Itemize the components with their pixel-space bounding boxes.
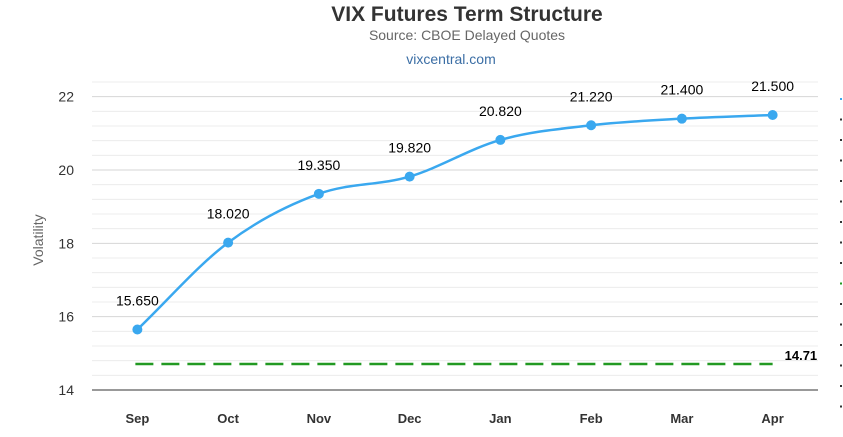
data-label: 21.500 [751,78,794,94]
legend-dot [840,98,842,100]
y-tick-label: 22 [58,89,74,105]
data-point[interactable] [676,113,687,124]
data-label: 21.400 [660,82,703,98]
legend-dot [840,323,842,326]
legend-dot [840,364,842,367]
y-tick-label: 20 [58,162,74,178]
y-tick-label: 18 [58,235,74,251]
reference-line-group: 14.71 [135,348,818,366]
x-tick-label: Feb [580,411,603,426]
legend-dot [840,405,842,408]
legend-dot [840,262,842,264]
y-axis-title: Volatility [30,214,46,265]
x-tick-label: Nov [307,411,332,426]
legend-dot [840,221,842,223]
legend-dot [840,159,842,162]
data-label: 15.650 [116,293,159,309]
x-tick-label: Jan [489,411,511,426]
legend-dot [840,385,842,387]
data-point[interactable] [132,324,143,335]
x-axis: Sep Oct Nov Dec Jan Feb Mar Apr [92,389,818,426]
series-group: 15.650 18.020 19.350 19.820 20.820 21.220 21.4… [116,78,794,335]
legend-stub [840,98,842,408]
data-label: 19.350 [297,157,340,173]
x-tick-label: Dec [398,411,422,426]
y-axis: 14 16 18 20 22 [58,89,74,398]
x-tick-label: Sep [125,411,149,426]
source-link[interactable]: vixcentral.com [406,51,495,67]
legend-dot [840,180,842,182]
legend-dot [840,139,842,141]
data-label: 18.020 [207,206,250,222]
legend-dot [840,241,842,244]
data-label: 20.820 [479,103,522,119]
data-point[interactable] [313,188,324,199]
grid-lines [92,81,818,376]
x-tick-label: Apr [761,411,783,426]
legend-dot [840,118,842,121]
x-tick-label: Mar [670,411,693,426]
legend-dot [840,282,842,285]
legend-dot [840,303,842,305]
series-line [136,113,773,331]
data-point[interactable] [767,110,778,120]
x-tick-label: Oct [217,411,239,426]
chart-subtitle: Source: CBOE Delayed Quotes [369,27,565,43]
chart-title: VIX Futures Term Structure [331,3,603,26]
data-label: 19.820 [388,140,431,156]
data-point[interactable] [586,120,597,131]
legend-dot [840,200,842,203]
y-tick-label: 16 [58,309,74,325]
legend-dot [840,344,842,346]
data-point[interactable] [495,134,506,145]
data-label: 21.220 [570,88,613,104]
reference-line-label: 14.71 [785,348,818,363]
data-point[interactable] [223,237,234,248]
data-point[interactable] [404,171,415,182]
y-tick-label: 14 [58,382,74,398]
